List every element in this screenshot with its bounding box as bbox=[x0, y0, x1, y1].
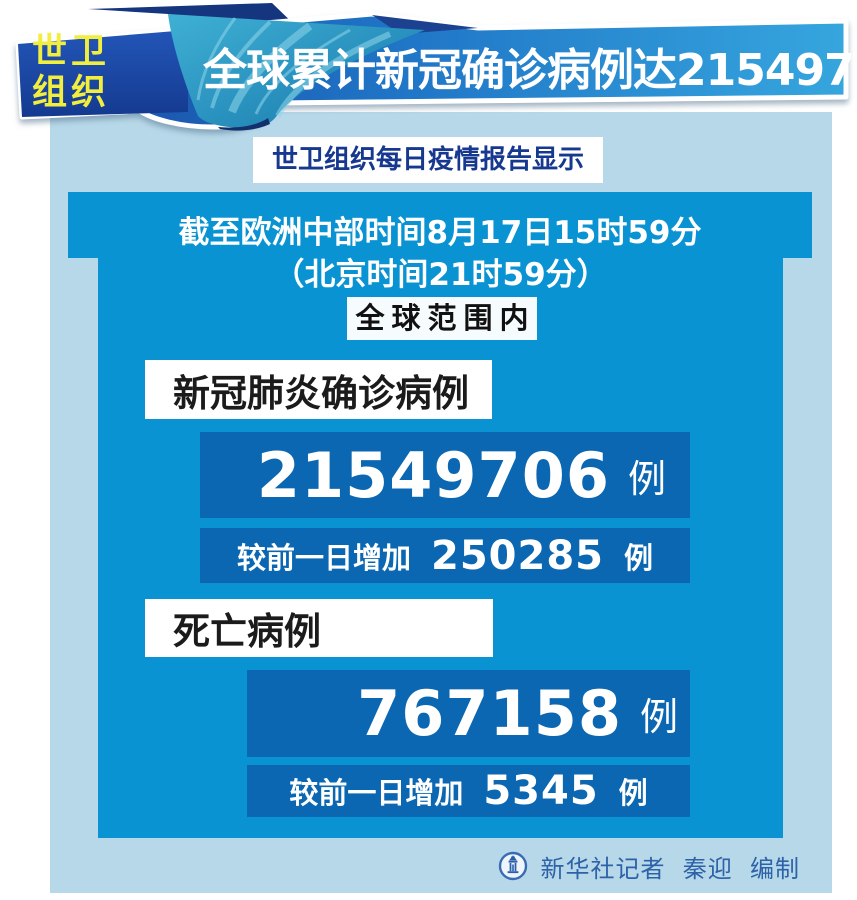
confirmed-total-value: 21549706 bbox=[256, 438, 610, 512]
time-band bbox=[68, 192, 812, 258]
deaths-delta-value: 5345 bbox=[483, 768, 599, 814]
page-title: 全球累计新冠确诊病例达21549706例 bbox=[203, 45, 857, 96]
ribbon-backfold bbox=[88, 3, 300, 30]
scope-box: 全球范围内 bbox=[347, 297, 537, 340]
deaths-total-value: 767158 bbox=[357, 677, 622, 750]
deaths-label-box: 死亡病例 bbox=[145, 599, 493, 657]
confirmed-delta-prefix: 较前一日增加 bbox=[236, 540, 411, 575]
time-line-2: （北京时间21时59分） bbox=[273, 257, 608, 293]
org-label-line1: 世卫 bbox=[32, 32, 111, 72]
report-source-box: 世卫组织每日疫情报告显示 bbox=[253, 137, 603, 183]
deaths-total-unit: 例 bbox=[639, 695, 678, 739]
confirmed-label-box: 新冠肺炎确诊病例 bbox=[145, 360, 492, 419]
confirmed-delta-unit: 例 bbox=[624, 540, 654, 575]
deaths-label: 死亡病例 bbox=[173, 610, 321, 653]
confirmed-total-box: 21549706 例 bbox=[200, 432, 690, 518]
banner-crease bbox=[372, 15, 478, 34]
deaths-delta-box: 较前一日增加 5345 例 bbox=[247, 765, 690, 817]
org-label-line2: 组织 bbox=[32, 73, 111, 114]
deaths-delta-unit: 例 bbox=[618, 776, 648, 810]
deaths-total-box: 767158 例 bbox=[247, 670, 690, 757]
confirmed-delta-value: 250285 bbox=[431, 532, 604, 579]
credit-text: 新华社记者 秦迎 编制 bbox=[540, 854, 800, 883]
confirmed-label: 新冠肺炎确诊病例 bbox=[173, 371, 469, 415]
time-line-1: 截至欧洲中部时间8月17日15时59分 bbox=[178, 215, 702, 251]
org-label: 世卫 组织 bbox=[32, 32, 182, 115]
confirmed-delta-box: 较前一日增加 250285 例 bbox=[200, 528, 690, 583]
xinhua-logo-icon bbox=[499, 851, 528, 881]
footer-credit: 新华社记者 秦迎 编制 bbox=[98, 844, 800, 888]
confirmed-total-unit: 例 bbox=[627, 456, 666, 501]
deaths-delta-prefix: 较前一日增加 bbox=[289, 776, 464, 810]
